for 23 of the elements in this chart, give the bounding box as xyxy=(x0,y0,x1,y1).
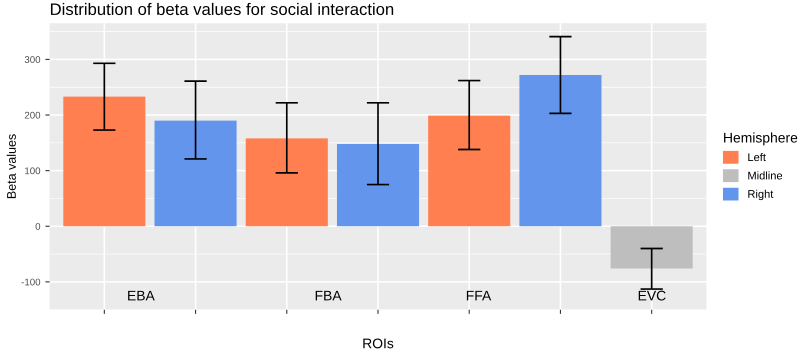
bar xyxy=(428,116,510,226)
legend-label: Left xyxy=(748,152,766,162)
y-tick-label: 0 xyxy=(36,222,40,230)
y-tick-label: -100 xyxy=(22,278,40,286)
annotation: FFA xyxy=(466,290,492,300)
bar xyxy=(519,74,602,226)
bar xyxy=(154,120,237,226)
chart-title: Distribution of beta values for social interaction xyxy=(50,2,394,16)
y-tick-label: 200 xyxy=(24,112,40,119)
y-axis-title: Beta values xyxy=(6,134,16,198)
x-axis-title: ROIs xyxy=(363,338,394,348)
y-tick-label: 300 xyxy=(24,56,40,64)
legend-label: Midline xyxy=(748,171,782,180)
legend-label: Right xyxy=(748,190,774,200)
bar xyxy=(63,96,146,226)
annotation: EBA xyxy=(128,290,155,300)
annotation: FBA xyxy=(316,290,342,300)
bar xyxy=(336,144,420,226)
bar xyxy=(246,138,328,226)
y-tick-label: 100 xyxy=(25,167,40,174)
annotation: EVC xyxy=(638,290,666,301)
legend-title: Hemisphere xyxy=(724,132,798,146)
bar xyxy=(610,226,693,269)
